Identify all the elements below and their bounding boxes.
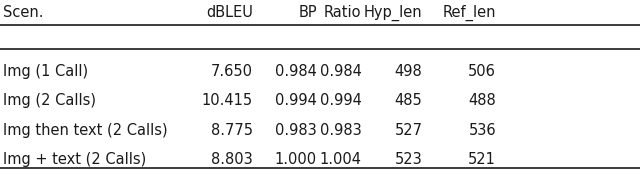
Text: 0.983: 0.983 (320, 123, 362, 138)
Text: 0.994: 0.994 (275, 93, 317, 108)
Text: 0.983: 0.983 (275, 123, 317, 138)
Text: Img + text (2 Calls): Img + text (2 Calls) (3, 152, 147, 167)
Text: 1.000: 1.000 (275, 152, 317, 167)
Text: 0.984: 0.984 (320, 64, 362, 78)
Text: 7.650: 7.650 (211, 64, 253, 78)
Text: Ref_len: Ref_len (442, 5, 496, 21)
Text: Hyp_len: Hyp_len (364, 5, 422, 21)
Text: Img (1 Call): Img (1 Call) (3, 64, 88, 78)
Text: Img then text (2 Calls): Img then text (2 Calls) (3, 123, 168, 138)
Text: 485: 485 (395, 93, 422, 108)
Text: 0.984: 0.984 (275, 64, 317, 78)
Text: 521: 521 (468, 152, 496, 167)
Text: Img (2 Calls): Img (2 Calls) (3, 93, 96, 108)
Text: 506: 506 (468, 64, 496, 78)
Text: dBLEU: dBLEU (206, 5, 253, 20)
Text: Scen.: Scen. (3, 5, 44, 20)
Text: 498: 498 (395, 64, 422, 78)
Text: Ratio: Ratio (324, 5, 362, 20)
Text: 8.803: 8.803 (211, 152, 253, 167)
Text: 527: 527 (394, 123, 422, 138)
Text: 8.775: 8.775 (211, 123, 253, 138)
Text: 0.994: 0.994 (320, 93, 362, 108)
Text: 10.415: 10.415 (202, 93, 253, 108)
Text: 1.004: 1.004 (319, 152, 362, 167)
Text: 523: 523 (395, 152, 422, 167)
Text: 536: 536 (468, 123, 496, 138)
Text: 488: 488 (468, 93, 496, 108)
Text: BP: BP (298, 5, 317, 20)
